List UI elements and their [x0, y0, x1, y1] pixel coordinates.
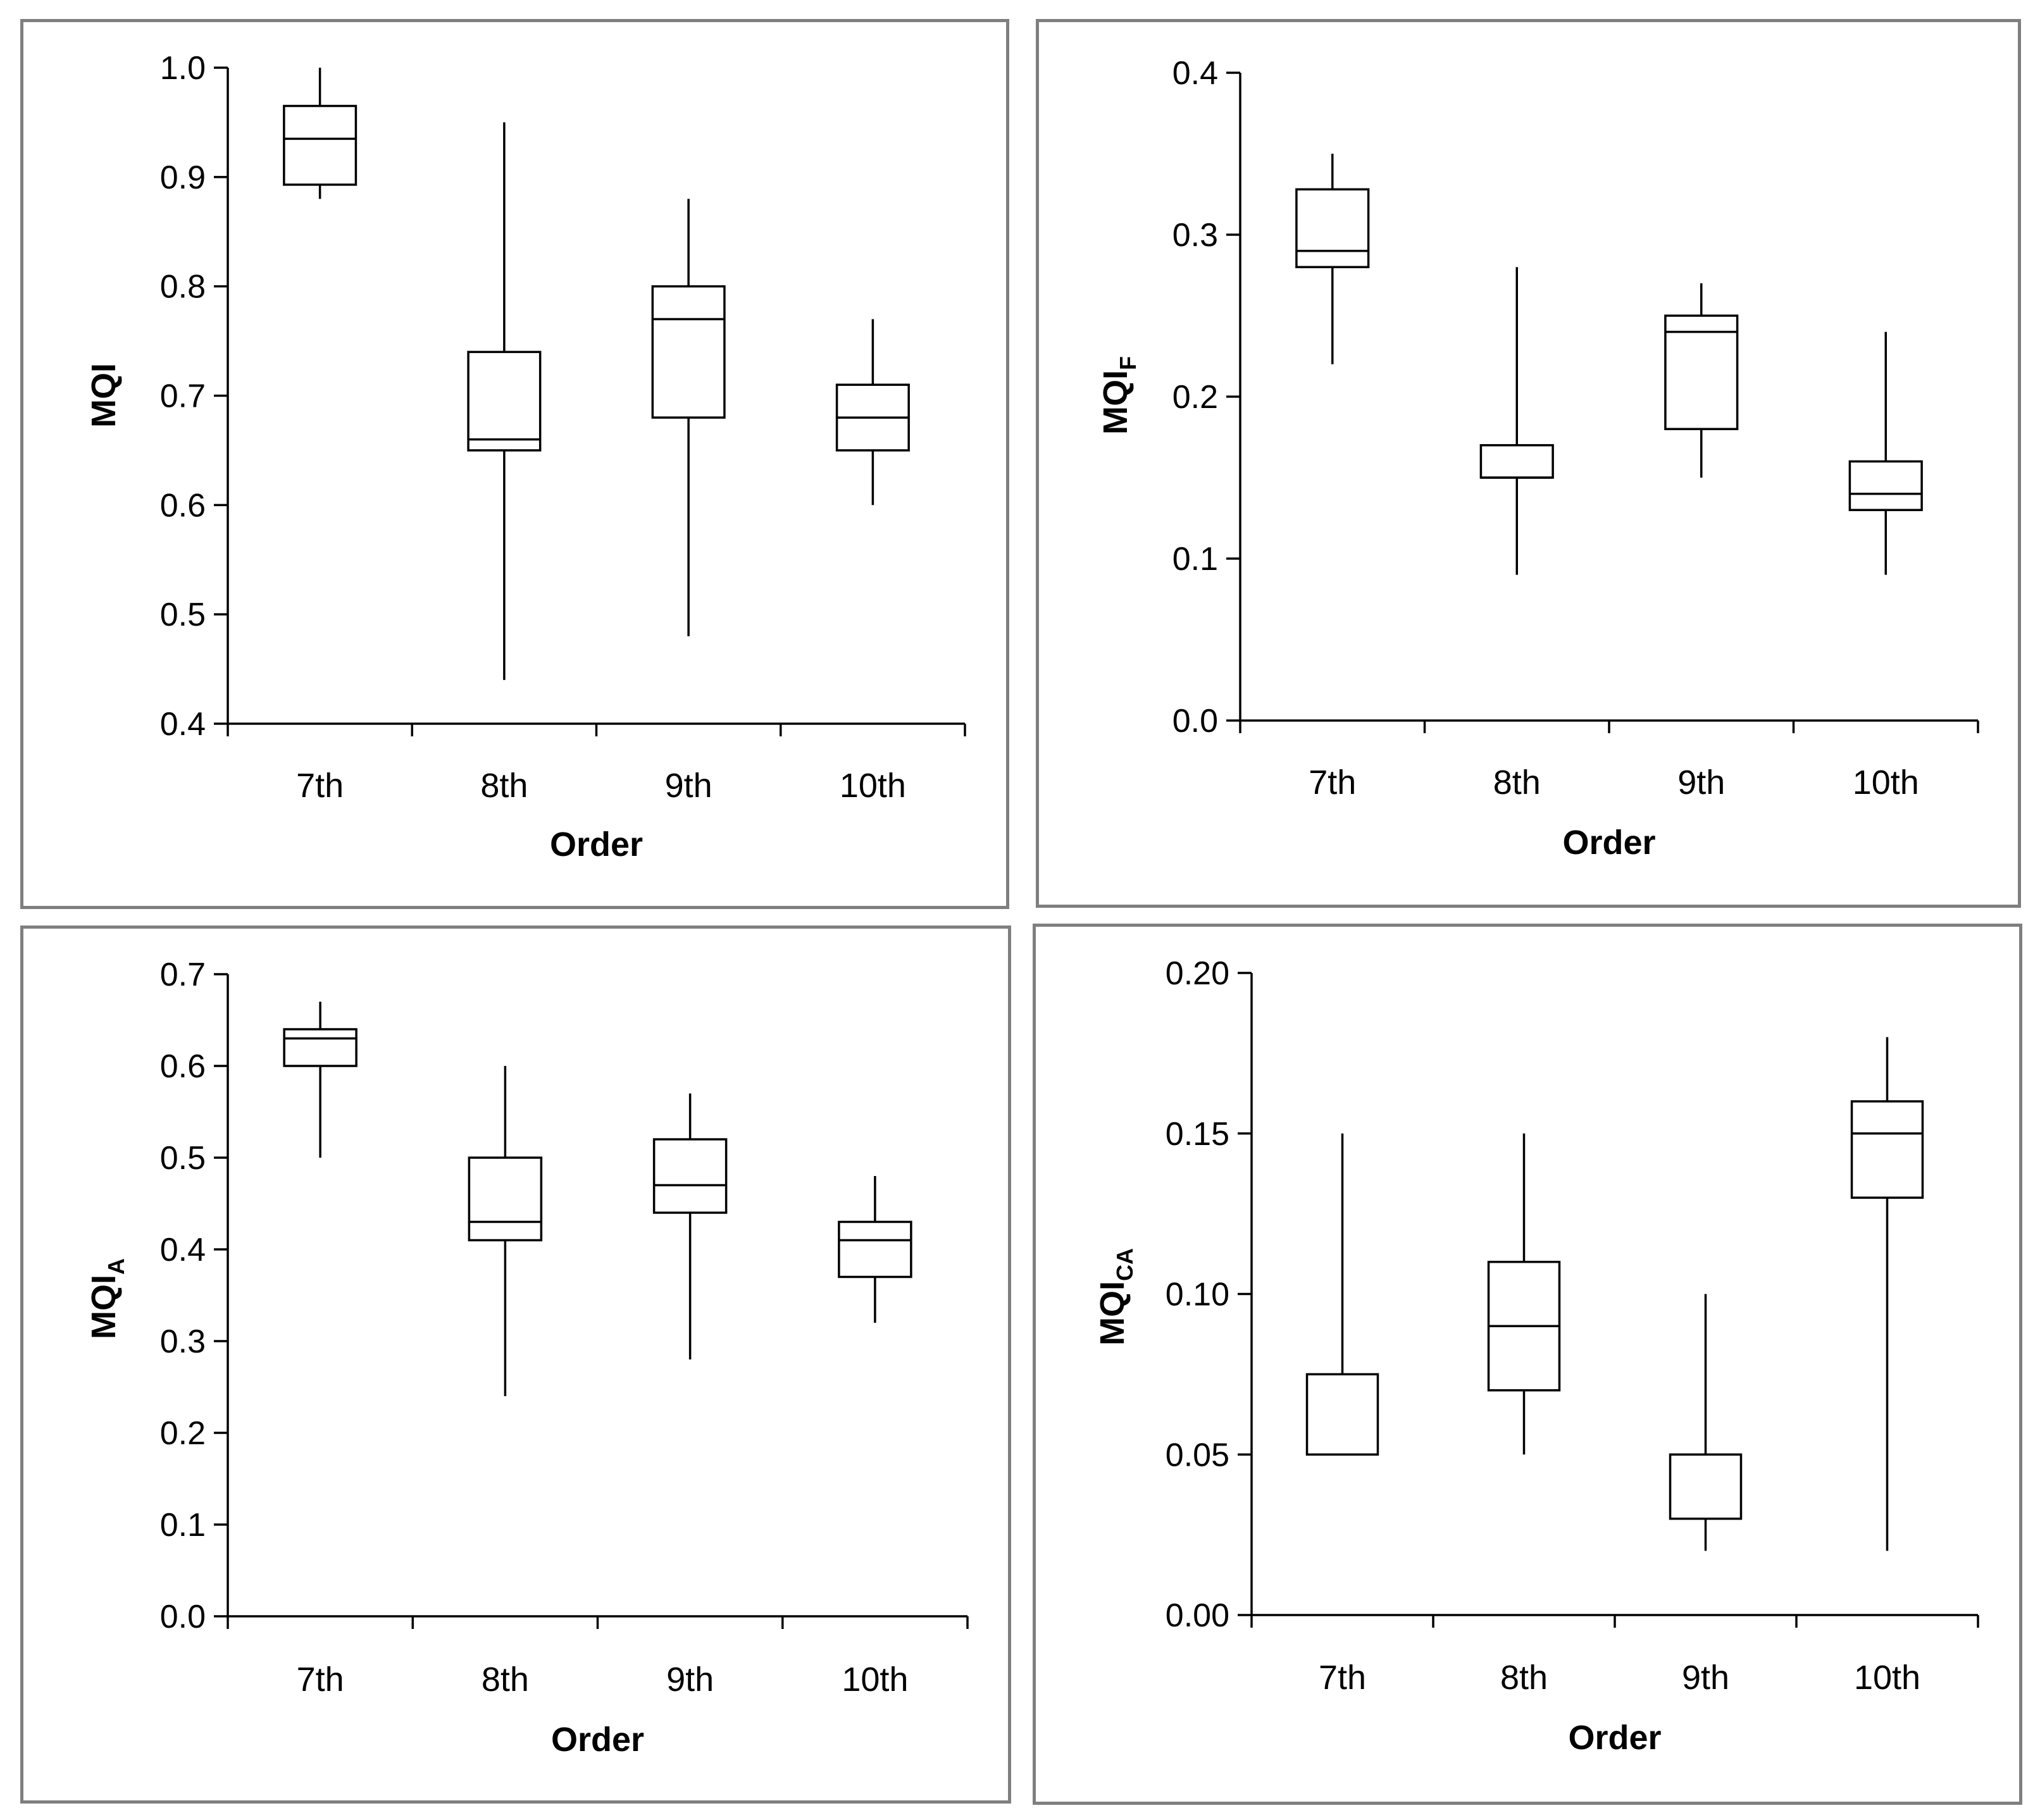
box-iqr	[1848, 460, 1923, 511]
y-axis-title: MQI	[85, 363, 123, 428]
y-axis-title-main: MQI	[85, 1275, 123, 1339]
y-tick-label: 0.05	[1166, 1437, 1229, 1473]
chart-svg-mqif: 0.0 0.1 0.2 0.3 0.4 7th 8th 9th 10th Order MQIF	[1097, 55, 1979, 862]
x-axis-title: Order	[1568, 1719, 1661, 1757]
chart-svg-mqica: 0.00 0.05 0.10 0.15 0.20 7th 8th 9th 10th Order MQ…	[1093, 955, 1979, 1757]
box-8th	[1479, 267, 1554, 575]
y-tick-label: 0.7	[160, 956, 206, 993]
x-category-label: 9th	[665, 767, 712, 805]
box-iqr	[1295, 188, 1370, 268]
y-tick-label: 0.0	[160, 1599, 206, 1635]
y-axis-title: MQIF	[1097, 356, 1141, 435]
box-iqr	[283, 104, 358, 186]
x-category-label: 7th	[1319, 1659, 1366, 1697]
y-tick-label: 0.6	[160, 1048, 206, 1085]
box-iqr	[1664, 314, 1739, 430]
chart-panel-mqica: 0.00 0.05 0.10 0.15 0.20 7th 8th 9th 10th Order MQ…	[1033, 924, 2022, 1805]
box-10th	[835, 319, 910, 505]
box-iqr	[1487, 1261, 1561, 1392]
x-category-label: 7th	[1309, 764, 1356, 802]
box-iqr	[1850, 1100, 1924, 1199]
box-iqr	[838, 1220, 912, 1278]
x-category-label: 10th	[1853, 764, 1919, 802]
x-category-label: 9th	[1682, 1659, 1729, 1697]
x-category-label: 8th	[482, 1661, 529, 1699]
y-tick-label: 0.4	[160, 1232, 206, 1268]
chart-svg-mqi: 0.4 0.5 0.6 0.7 0.8 0.9 1.0 7th 8th 9th 10th Order M…	[85, 50, 966, 864]
y-tick-label: 0.20	[1166, 955, 1229, 992]
box-10th	[1850, 1037, 1924, 1551]
y-tick-label: 0.6	[160, 487, 206, 524]
y-tick-label: 0.2	[160, 1415, 206, 1452]
y-axis-title-main: MQI	[1097, 370, 1135, 435]
y-axis-title: MQICA	[1093, 1248, 1138, 1346]
box-7th	[283, 68, 358, 199]
y-tick-label: 1.0	[160, 50, 206, 87]
x-category-label: 7th	[297, 1661, 344, 1699]
box-8th	[1487, 1133, 1561, 1455]
y-tick-label: 0.7	[160, 378, 206, 415]
box-iqr	[651, 285, 726, 419]
x-category-label: 7th	[296, 767, 344, 805]
x-axis-title: Order	[550, 826, 643, 864]
y-axis-title-main: MQI	[85, 363, 123, 428]
y-tick-label: 0.4	[160, 706, 206, 743]
y-tick-label: 0.2	[1172, 379, 1218, 416]
y-tick-label: 0.8	[160, 269, 206, 306]
y-tick-label: 0.1	[1172, 541, 1218, 578]
x-category-label: 8th	[1493, 764, 1541, 802]
x-category-label: 9th	[666, 1661, 714, 1699]
x-category-label: 8th	[480, 767, 528, 805]
x-category-label: 8th	[1500, 1659, 1548, 1697]
x-axis-title: Order	[1562, 824, 1655, 862]
box-10th	[838, 1176, 912, 1323]
box-iqr	[652, 1138, 728, 1214]
box-9th	[1669, 1294, 1743, 1551]
y-tick-label: 0.4	[1172, 55, 1218, 92]
y-tick-label: 0.3	[160, 1323, 206, 1360]
box-9th	[652, 1093, 728, 1359]
box-iqr	[468, 1156, 543, 1242]
x-axis-title: Order	[551, 1721, 644, 1759]
box-iqr	[1669, 1453, 1743, 1520]
y-axis-title-subscript: F	[1115, 356, 1141, 370]
x-category-label: 10th	[842, 1661, 908, 1699]
chart-panel-mqif: 0.0 0.1 0.2 0.3 0.4 7th 8th 9th 10th Order MQIF	[1036, 19, 2021, 908]
y-tick-label: 0.5	[160, 1140, 206, 1177]
y-axis-title-subscript: CA	[1112, 1248, 1138, 1281]
chart-panel-mqi: 0.4 0.5 0.6 0.7 0.8 0.9 1.0 7th 8th 9th 10th Order M…	[20, 19, 1009, 909]
box-9th	[1664, 283, 1739, 478]
y-tick-label: 0.10	[1166, 1277, 1229, 1313]
y-tick-label: 0.1	[160, 1507, 206, 1544]
box-7th	[1295, 154, 1370, 364]
box-10th	[1848, 331, 1923, 575]
x-category-label: 10th	[840, 767, 906, 805]
box-9th	[651, 199, 726, 636]
box-iqr	[283, 1028, 358, 1067]
y-tick-label: 0.00	[1166, 1597, 1229, 1634]
y-axis-title-main: MQI	[1093, 1281, 1131, 1346]
box-8th	[468, 1066, 543, 1396]
y-tick-label: 0.9	[160, 159, 206, 196]
box-8th	[467, 122, 542, 680]
chart-panel-mqia: 0.0 0.1 0.2 0.3 0.4 0.5 0.6 0.7 7th 8th 9th 10th Ord…	[20, 925, 1011, 1804]
y-axis-title: MQIA	[85, 1258, 129, 1339]
y-tick-label: 0.3	[1172, 217, 1218, 254]
box-iqr	[467, 350, 542, 452]
chart-svg-mqia: 0.0 0.1 0.2 0.3 0.4 0.5 0.6 0.7 7th 8th 9th 10th Ord…	[85, 956, 969, 1759]
y-tick-label: 0.15	[1166, 1116, 1229, 1153]
box-iqr	[1479, 444, 1554, 479]
box-iqr	[1305, 1373, 1379, 1456]
box-7th	[1305, 1133, 1379, 1456]
y-tick-label: 0.0	[1172, 703, 1218, 740]
x-category-label: 9th	[1677, 764, 1725, 802]
x-category-label: 10th	[1854, 1659, 1920, 1697]
y-axis-title-subscript: A	[103, 1258, 129, 1275]
box-7th	[283, 1001, 358, 1158]
y-tick-label: 0.5	[160, 597, 206, 633]
